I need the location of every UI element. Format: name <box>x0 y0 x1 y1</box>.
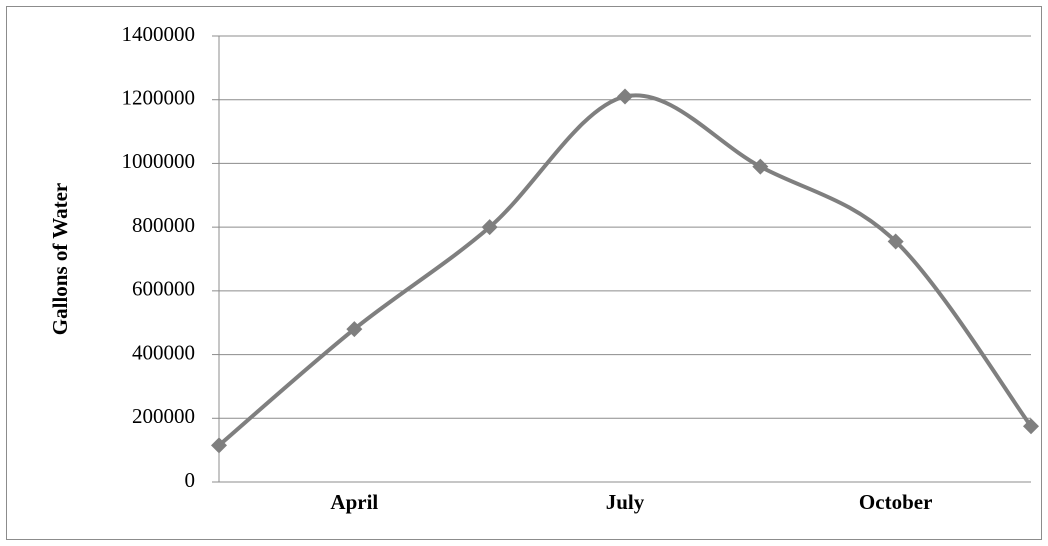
chart-frame <box>6 6 1042 540</box>
y-tick-label: 1000000 <box>122 149 196 173</box>
y-tick-label: 800000 <box>132 213 195 237</box>
y-tick-label: 0 <box>185 468 196 492</box>
data-marker <box>346 321 363 338</box>
x-tick-label: October <box>859 490 932 514</box>
y-tick-label: 200000 <box>132 404 195 428</box>
x-tick-label: July <box>606 490 645 514</box>
data-marker <box>211 437 227 454</box>
y-tick-label: 1400000 <box>122 22 196 46</box>
data-marker <box>481 219 498 236</box>
data-marker <box>617 88 633 105</box>
data-marker <box>752 158 769 175</box>
y-axis-label: Gallons of Water <box>48 183 72 335</box>
data-marker <box>887 233 904 250</box>
x-tick-label: April <box>330 490 378 514</box>
data-marker <box>1023 418 1039 435</box>
y-tick-label: 1200000 <box>122 86 196 110</box>
y-tick-label: 400000 <box>132 340 195 364</box>
y-tick-label: 600000 <box>132 277 195 301</box>
